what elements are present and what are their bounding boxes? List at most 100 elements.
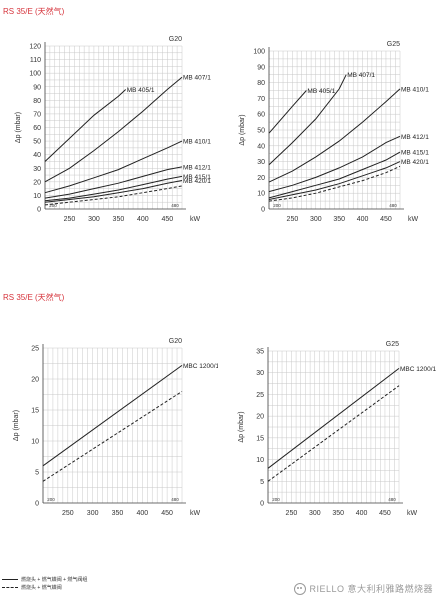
x-tick-label: 400 (136, 510, 148, 517)
x-tick-label: 350 (113, 216, 125, 223)
series-line (44, 76, 183, 183)
y-tick-label: 0 (37, 207, 41, 214)
series-label: MBC 1200/1 (400, 366, 437, 373)
x-tick-label: 250 (62, 510, 74, 517)
chart-g20-mbc: 0 5 10 15 20 25 250 300 350 400 450 200 480 kW G20 Δp (… (13, 338, 218, 517)
watermark-text: RIELLO 意大利利雅路燃烧器 (309, 584, 433, 594)
y-tick-label: 100 (29, 71, 41, 78)
y-axis-label: Δp (mbar) (238, 411, 245, 442)
y-tick-label: 40 (257, 143, 265, 150)
dashed-line-icon (2, 586, 18, 588)
chart-g25-mbc: 0 5 10 15 20 25 30 35 250 300 350 400 450 200 480 kW G25… (238, 341, 437, 517)
y-tick-label: 60 (33, 125, 41, 132)
chart-g20-mb: 0 10 20 30 40 50 60 70 80 90 100 110 120 250 300 350 400… (15, 36, 211, 223)
series-label: MB 412/1 (401, 134, 429, 141)
y-tick-label: 10 (256, 457, 264, 464)
y-tick-label: 0 (261, 207, 265, 214)
series-line (268, 135, 401, 193)
x-tick-label: 250 (286, 510, 298, 517)
series-label: MB 412/1 (183, 164, 211, 171)
range-start-label: 200 (47, 497, 55, 502)
y-tick-label: 5 (35, 470, 39, 477)
y-tick-label: 90 (257, 64, 265, 71)
series-line (44, 89, 127, 162)
legend-label: 燃烧头 + 燃气蝶阀 + 燃气阀组 (21, 576, 88, 583)
chart-g25-mb: 0 10 20 30 40 50 60 70 80 90 100 250 300 350 400 450 200… (239, 41, 429, 223)
series-label: MB 407/1 (183, 75, 211, 82)
series-label: MB 410/1 (183, 139, 211, 146)
y-tick-label: 100 (253, 49, 265, 56)
y-tick-label: 80 (33, 98, 41, 105)
legend-item-dashed: 燃烧头 + 燃气蝶阀 (2, 583, 87, 591)
legend: 燃烧头 + 燃气蝶阀 + 燃气阀组 燃烧头 + 燃气蝶阀 (2, 575, 87, 591)
series-line (268, 74, 347, 166)
x-tick-label: 250 (64, 216, 76, 223)
series-line (268, 151, 401, 199)
chat-bubble-icon (294, 582, 307, 595)
series-line (267, 368, 400, 469)
y-tick-label: 70 (33, 111, 41, 118)
y-tick-label: 10 (33, 193, 41, 200)
gas-label: G20 (169, 338, 182, 345)
gas-label: G25 (386, 341, 399, 348)
range-start-label: 200 (49, 203, 57, 208)
series-line (268, 90, 307, 134)
y-tick-label: 20 (31, 377, 39, 384)
watermark: RIELLO 意大利利雅路燃烧器 (294, 582, 433, 595)
y-tick-label: 20 (256, 414, 264, 421)
x-tick-label: 350 (112, 510, 124, 517)
series-line (44, 175, 183, 202)
y-tick-label: 30 (33, 166, 41, 173)
series-label: MB 405/1 (127, 87, 155, 94)
x-tick-label: 450 (379, 510, 391, 517)
x-tick-label: 300 (88, 216, 100, 223)
y-tick-label: 25 (256, 392, 264, 399)
y-tick-label: 30 (256, 370, 264, 377)
y-tick-label: 70 (257, 96, 265, 103)
y-tick-label: 90 (33, 84, 41, 91)
y-tick-label: 50 (33, 139, 41, 146)
range-end-label: 480 (171, 203, 179, 208)
x-unit-label: kW (407, 510, 418, 517)
section-title: RS 35/E (天然气) (3, 7, 65, 16)
series-line (44, 140, 183, 194)
x-unit-label: kW (408, 216, 419, 223)
legend-label: 燃烧头 + 燃气蝶阀 (21, 584, 62, 591)
range-end-label: 480 (388, 497, 396, 502)
x-tick-label: 400 (357, 216, 369, 223)
range-end-label: 480 (171, 497, 179, 502)
y-tick-label: 0 (260, 501, 264, 508)
y-tick-label: 15 (31, 408, 39, 415)
x-tick-label: 300 (310, 216, 322, 223)
y-tick-label: 20 (257, 175, 265, 182)
y-tick-label: 50 (257, 128, 265, 135)
series-label: MB 415/1 (183, 174, 211, 181)
series-label: MB 407/1 (347, 72, 375, 79)
series-label: MB 415/1 (401, 150, 429, 157)
x-tick-label: 450 (161, 216, 173, 223)
solid-line-icon (2, 578, 18, 580)
y-axis-label: Δp (mbar) (13, 410, 20, 441)
y-tick-label: 30 (257, 159, 265, 166)
x-tick-label: 300 (309, 510, 321, 517)
series-line-dashed (268, 165, 401, 202)
x-unit-label: kW (190, 216, 201, 223)
y-tick-label: 10 (257, 191, 265, 198)
y-tick-label: 40 (33, 152, 41, 159)
series-label: MB 410/1 (401, 86, 429, 93)
y-tick-label: 120 (29, 44, 41, 51)
series-line-dashed (267, 385, 400, 482)
y-tick-label: 5 (260, 479, 264, 486)
range-end-label: 480 (389, 203, 397, 208)
series-label: MB 405/1 (307, 88, 335, 95)
y-axis-label: Δp (mbar) (15, 112, 22, 143)
y-axis-label: Δp (mbar) (239, 114, 246, 145)
x-tick-label: 350 (333, 216, 345, 223)
x-unit-label: kW (190, 510, 201, 517)
range-start-label: 200 (272, 497, 280, 502)
x-tick-label: 400 (356, 510, 368, 517)
y-tick-label: 20 (33, 179, 41, 186)
section-title: RS 35/E (天然气) (3, 293, 65, 302)
y-tick-label: 110 (30, 57, 41, 64)
y-tick-label: 15 (256, 435, 264, 442)
